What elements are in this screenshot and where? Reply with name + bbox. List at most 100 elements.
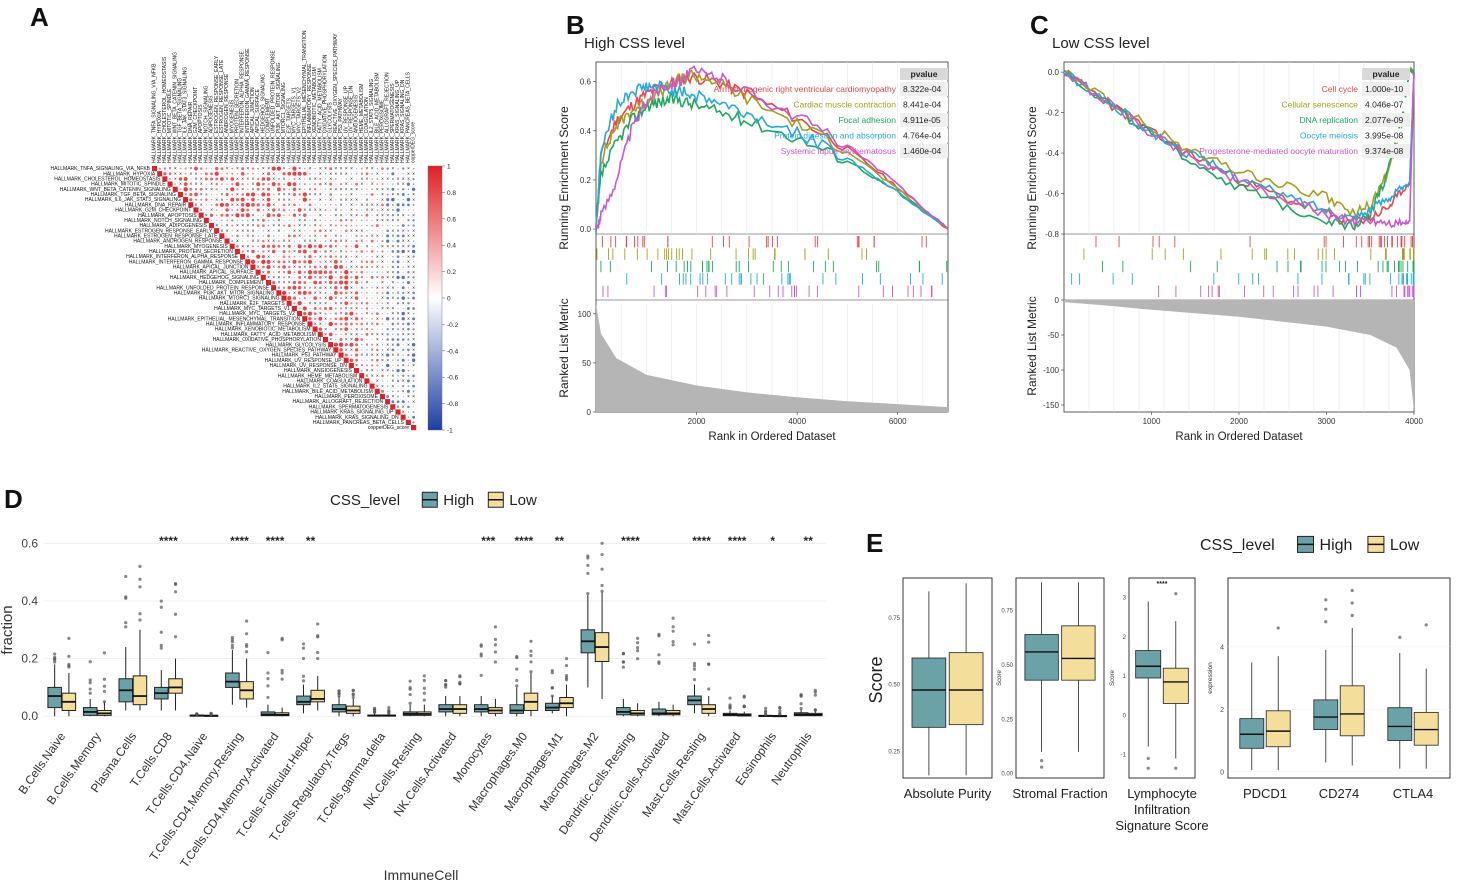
non-significant-mark: × [288,202,291,208]
y-tick-label: -0.6 [1045,190,1059,199]
correlation-dot [324,204,327,206]
non-significant-mark: × [236,166,239,172]
outlier-point [159,646,163,650]
correlation-dot [298,183,301,185]
non-significant-mark: × [267,166,270,172]
correlation-dot [302,306,307,311]
correlation-dot [371,245,373,247]
non-significant-mark: × [350,197,353,203]
correlation-dot [309,183,311,185]
outlier-point [372,710,377,715]
correlation-dot [391,348,395,352]
correlation-dot [402,374,405,378]
outlier-point [586,592,590,596]
outlier-point [1424,623,1428,627]
significance-mark: **** [692,534,711,548]
correlation-dot [221,209,223,211]
pvalue-value: 4.046e-07 [1365,100,1404,110]
correlation-dot [376,230,378,232]
correlation-dot [371,224,374,227]
correlation-dot [231,219,234,222]
correlation-dot [293,255,296,258]
non-significant-mark: × [200,182,203,188]
correlation-dot [318,316,323,321]
correlation-dot [376,250,379,253]
correlation-dot [308,291,312,295]
x-tick-label: 2000 [688,417,706,426]
correlation-dot [391,177,394,180]
box-high [509,704,525,714]
correlation-dot [381,167,384,170]
non-significant-mark: × [236,202,239,208]
correlation-dot [333,342,338,347]
correlation-dot [366,199,368,201]
correlation-dot [304,235,306,237]
correlation-dot [319,182,322,186]
correlation-dot [412,328,415,331]
correlation-dot [407,173,410,175]
non-significant-mark: × [179,182,182,188]
correlation-dot [292,296,297,300]
correlation-dot [308,255,312,259]
correlation-dot [387,281,389,284]
y-tick-label: 0.0 [21,709,38,723]
correlation-dot [318,270,323,275]
correlation-dot [204,172,208,176]
non-significant-mark: × [319,166,322,172]
correlation-dot [340,193,343,196]
correlation-dot [402,266,404,268]
outlier-point [1146,756,1150,760]
outlier-point [159,599,163,603]
correlation-dot [194,198,198,201]
pvalue-value: 4.764e-04 [903,131,942,141]
correlation-dot [226,219,229,222]
correlation-dot [292,166,297,171]
correlation-dot [302,290,307,295]
correlation-dot [287,171,292,176]
correlation-dot [344,280,349,285]
outlier-point [657,660,661,664]
correlation-dot [412,307,415,310]
correlation-dot [376,271,379,274]
y-tick-label: 0.6 [21,536,38,550]
non-significant-mark: × [236,223,239,229]
correlation-dot [287,244,291,248]
box-high [1239,718,1265,749]
outlier-point [600,541,604,545]
correlation-dot [381,302,384,305]
correlation-dot [298,297,301,299]
gene-label: PDCD1 [1243,786,1287,801]
correlation-dot [386,229,389,233]
correlation-dot [267,224,270,227]
correlation-dot [412,317,416,321]
correlation-dot [262,229,265,232]
correlation-dot [221,193,223,196]
correlation-dot [297,171,302,176]
correlation-dot [345,199,347,201]
outlier-point [209,713,213,717]
correlation-dot [262,209,265,211]
outlier-point [102,651,107,655]
correlation-dot [365,307,369,310]
outlier-point [493,660,498,664]
correlation-dot [282,265,286,269]
non-significant-mark: × [283,192,286,198]
non-significant-mark: × [195,182,198,188]
correlation-dot [252,219,254,221]
non-significant-mark: × [340,197,343,203]
correlation-dot [381,275,384,279]
correlation-dot [330,173,332,175]
non-significant-mark: × [366,197,369,203]
correlation-dot [412,296,416,300]
non-significant-mark: × [334,166,337,172]
non-significant-mark: × [298,213,301,219]
correlation-dot [366,188,368,191]
correlation-dot [376,214,378,216]
non-significant-mark: × [195,171,198,177]
correlation-dot [247,188,249,191]
correlation-dot [335,188,337,190]
outlier-point [408,685,412,690]
correlation-dot [266,177,271,181]
non-significant-mark: × [210,208,213,214]
significance-mark: ** [555,534,565,548]
